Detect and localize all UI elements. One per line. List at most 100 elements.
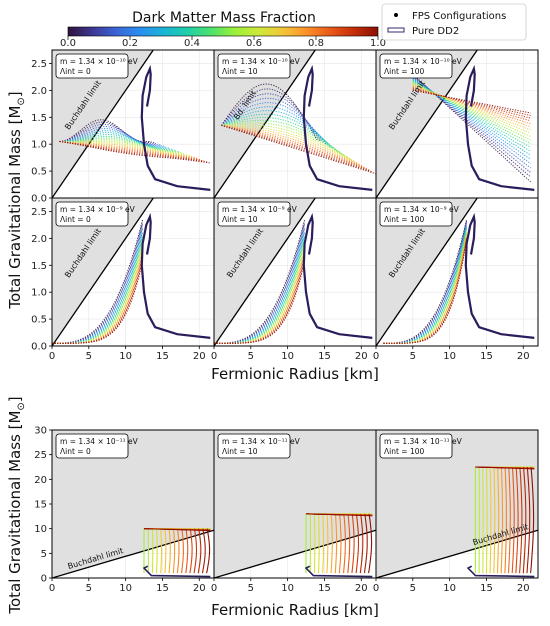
fps-configuration-curve: [412, 85, 531, 128]
parameter-mass: m = 1.34 × 10⁻⁹ eV: [222, 205, 298, 214]
x-tick-label: 10: [443, 583, 456, 594]
panel-plot-area: [214, 430, 376, 578]
fps-configuration-curve: [412, 80, 531, 148]
fps-configuration-curve: [214, 252, 306, 344]
buchdahl-limit-line: [214, 50, 316, 198]
buchdahl-limit-line: [376, 50, 478, 198]
y-tick-label: 30: [34, 426, 47, 437]
parameter-lambda: Λint = 10: [222, 67, 258, 76]
fps-configuration-curve: [322, 513, 325, 574]
x-tick-label: 5: [410, 351, 416, 362]
fps-configuration-curve: [214, 232, 306, 344]
panel-plot-area: [214, 198, 376, 346]
fps-configuration-curve: [221, 124, 374, 173]
fps-configuration-curve: [221, 124, 358, 164]
fps-configuration-curve: [330, 513, 333, 574]
fps-configuration-curve: [355, 513, 360, 574]
fps-configuration-curve: [52, 237, 144, 344]
colorbar-tick-label: 0.8: [308, 38, 324, 49]
x-tick-label: 15: [480, 583, 493, 594]
fps-configuration-curve: [221, 106, 333, 150]
x-tick-label: 5: [248, 351, 254, 362]
fps-configuration-curve: [144, 528, 211, 532]
parameter-mass: m = 1.34 × 10⁻¹⁰ eV: [222, 57, 301, 66]
y-tick-label: 1.5: [31, 113, 47, 124]
legend-box: [381, 3, 527, 41]
x-tick-label: 20: [193, 351, 206, 362]
fps-configuration-curve: [221, 124, 364, 168]
pure-dd2-curve: [466, 565, 535, 578]
panel-plot-area: [376, 430, 538, 578]
buchdahl-limit-line: [214, 198, 316, 346]
fps-configuration-curve: [214, 230, 306, 344]
fps-configuration-curve: [522, 466, 527, 574]
fps-configuration-curve: [489, 466, 492, 574]
fps-configuration-curve: [412, 75, 531, 173]
y-axis-label-top: Total Gravitational Mass [M⊙]: [6, 91, 27, 309]
fps-configuration-curve: [221, 102, 330, 148]
panel-plot-area: [376, 50, 538, 198]
buchdahl-forbidden-region: [214, 430, 376, 578]
y-tick-label: 0: [41, 574, 47, 585]
panel-frame: [375, 197, 539, 347]
fps-configuration-curve: [52, 256, 144, 344]
fps-configuration-curve: [176, 528, 180, 574]
colorbar-tick-label: 0.0: [60, 38, 76, 49]
fps-configuration-curve: [221, 122, 349, 159]
y-tick-label: 0.0: [31, 194, 47, 205]
fps-configuration-curve: [412, 79, 531, 152]
fps-configuration-curve: [221, 110, 337, 151]
pure-dd2-curve: [464, 212, 535, 339]
fps-configuration-curve: [383, 240, 468, 344]
fps-configuration-curve: [181, 528, 184, 574]
y-tick-label: 2.5: [31, 207, 47, 218]
fps-configuration-curve: [197, 528, 202, 574]
fps-configuration-curve: [338, 513, 342, 574]
fps-configuration-curve: [59, 133, 174, 150]
fps-configuration-curve: [221, 93, 324, 144]
x-tick-label: 10: [281, 351, 294, 362]
parameter-box: [379, 53, 453, 79]
fps-configuration-curve: [485, 466, 488, 574]
y-tick-label: 0.0: [31, 342, 47, 353]
fps-configuration-curve: [475, 466, 535, 470]
colorbar-title: Dark Matter Mass Fraction: [132, 10, 316, 26]
fps-configuration-curve: [347, 513, 351, 574]
parameter-box: [217, 433, 291, 459]
parameter-mass: m = 1.34 × 10⁻⁹ eV: [384, 205, 460, 214]
x-tick-label: 15: [318, 351, 331, 362]
fps-configuration-curve: [168, 528, 171, 574]
fps-configuration-curve: [160, 528, 163, 574]
fps-configuration-curve: [515, 466, 519, 574]
y-tick-label: 2.0: [31, 86, 47, 97]
fps-configuration-curve: [164, 528, 167, 574]
fps-configuration-curve: [363, 513, 368, 574]
fps-configuration-curve: [221, 124, 352, 160]
x-tick-label: 0: [49, 583, 55, 594]
parameter-box: [55, 433, 129, 459]
fps-configuration-curve: [59, 132, 171, 149]
fps-configuration-curve: [52, 230, 144, 344]
fps-configuration-curve: [359, 513, 364, 574]
parameter-lambda: Λint = 100: [384, 67, 425, 76]
fps-configuration-curve: [343, 513, 346, 574]
fps-configuration-curve: [351, 513, 355, 574]
fps-configuration-curve: [412, 84, 531, 131]
fps-configuration-curve: [52, 232, 144, 344]
fps-configuration-curve: [52, 241, 144, 344]
colorbar-tick-label: 1.0: [370, 38, 386, 49]
y-tick-label: 1.0: [31, 140, 47, 151]
fps-configuration-curve: [214, 245, 306, 344]
pure-dd2-curve: [304, 565, 373, 578]
panel-plot-area: [52, 430, 214, 578]
fps-configuration-curve: [59, 130, 167, 148]
parameter-lambda: Λint = 100: [384, 447, 425, 456]
y-tick-label: 5: [41, 549, 47, 560]
fps-configuration-curve: [221, 124, 361, 166]
fps-configuration-curve: [221, 124, 376, 175]
parameter-box: [217, 53, 291, 79]
fps-configuration-curve: [59, 141, 195, 158]
